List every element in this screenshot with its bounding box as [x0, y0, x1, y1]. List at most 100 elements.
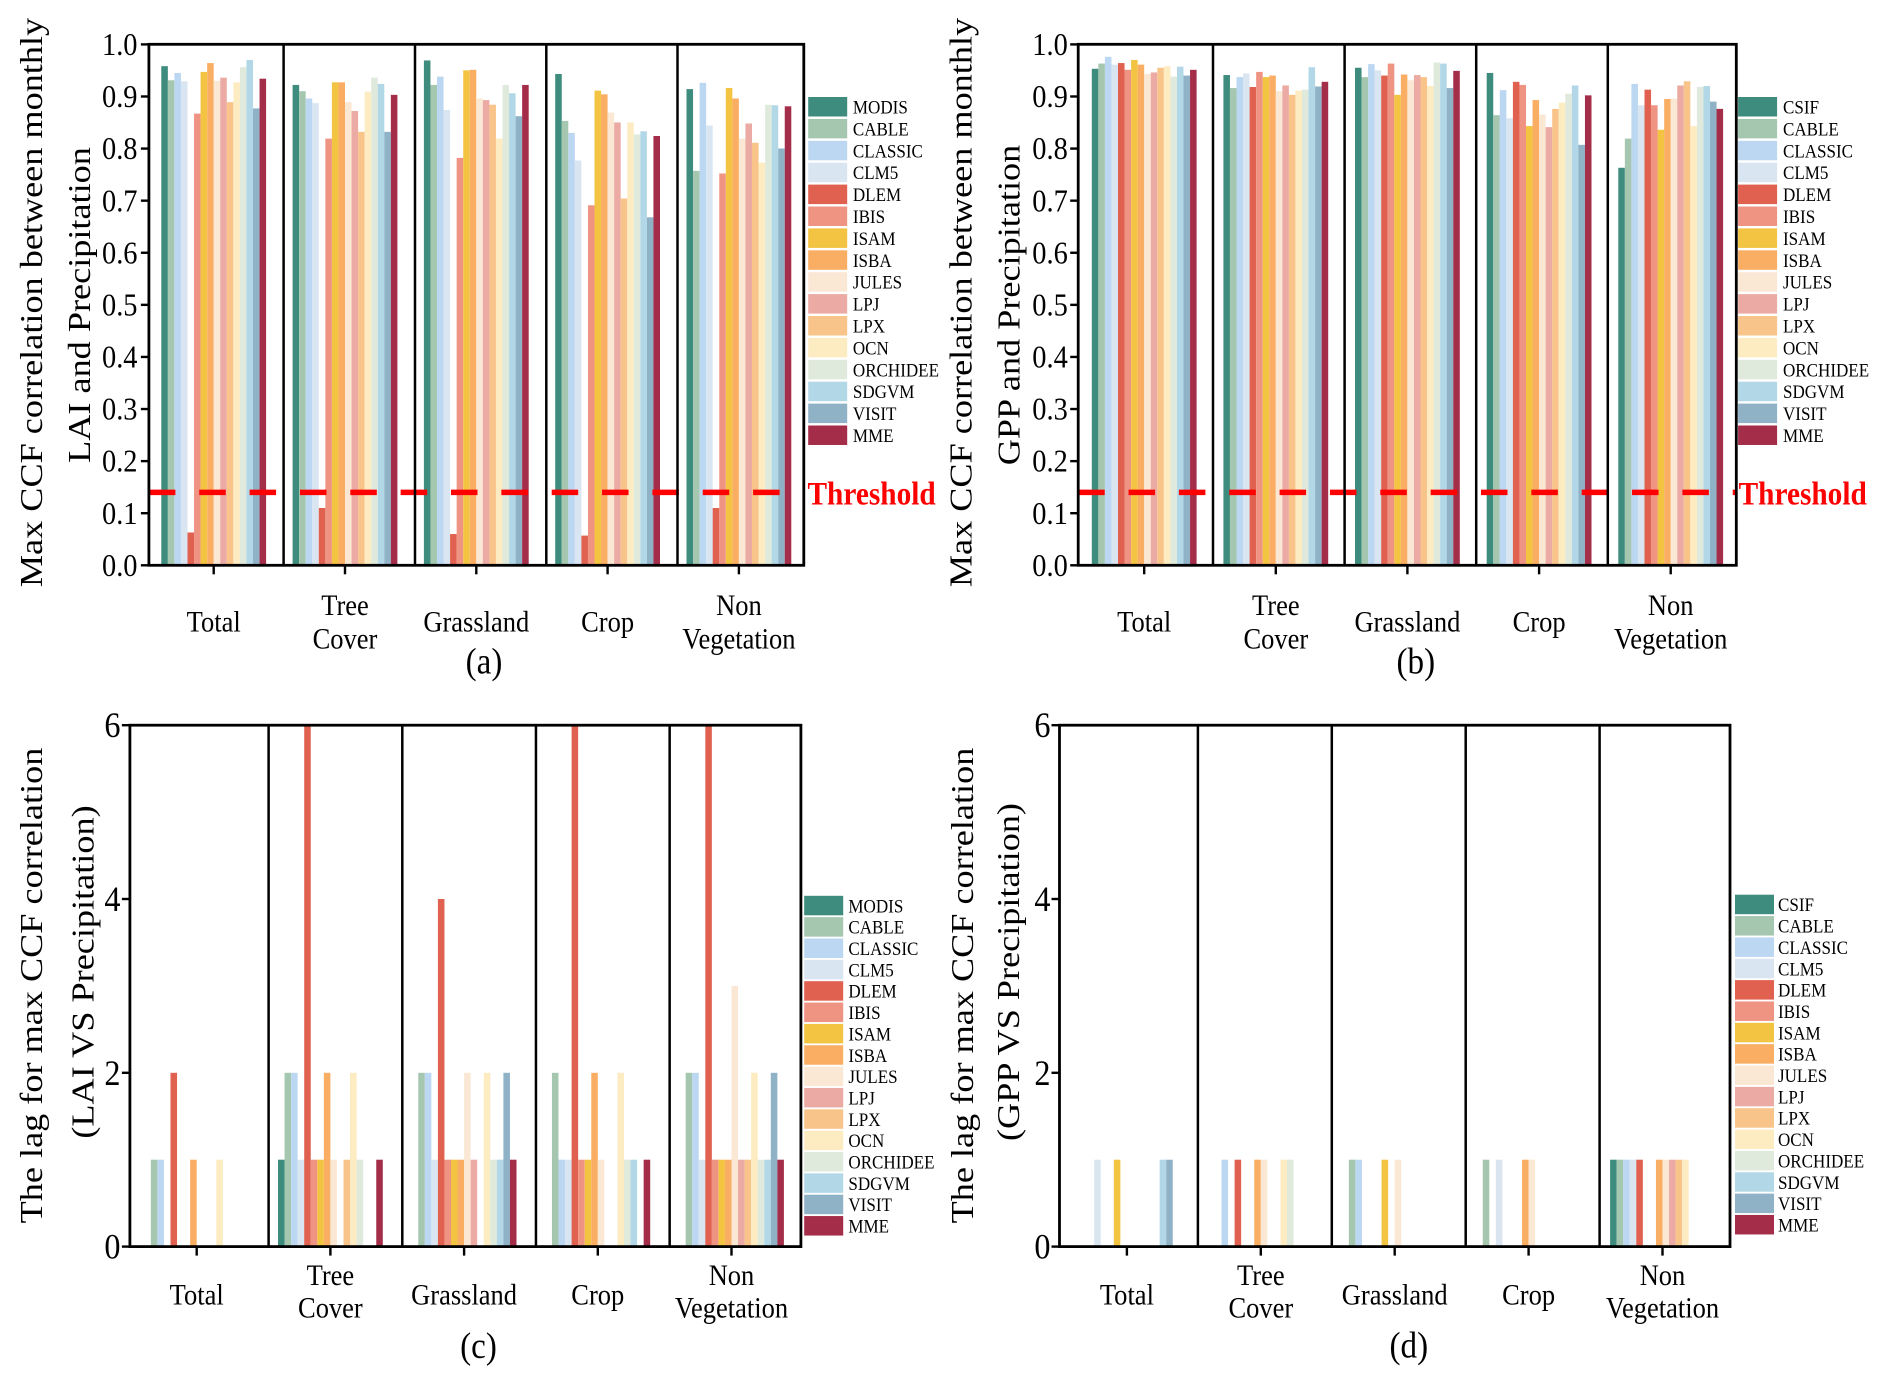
svg-text:0.1: 0.1 [1032, 496, 1068, 531]
svg-text:VISIT: VISIT [848, 1195, 892, 1216]
svg-text:SDGVM: SDGVM [1778, 1173, 1840, 1194]
svg-text:LAI and Precipitation: LAI and Precipitation [61, 147, 97, 463]
svg-text:ISBA: ISBA [1783, 251, 1822, 272]
svg-text:Threshold: Threshold [808, 476, 936, 512]
svg-text:0.7: 0.7 [102, 183, 138, 218]
svg-text:0.4: 0.4 [102, 340, 138, 375]
svg-text:DLEM: DLEM [848, 982, 896, 1003]
svg-text:OCN: OCN [1783, 338, 1819, 359]
svg-text:OCN: OCN [1778, 1130, 1814, 1151]
svg-text:Non: Non [1648, 589, 1694, 622]
svg-text:0.5: 0.5 [102, 287, 138, 322]
svg-text:CABLE: CABLE [848, 918, 904, 939]
svg-text:ISAM: ISAM [848, 1024, 891, 1045]
svg-text:CABLE: CABLE [853, 119, 909, 140]
svg-text:Tree: Tree [321, 589, 369, 622]
svg-text:0.2: 0.2 [1032, 444, 1068, 479]
svg-text:0.8: 0.8 [1032, 131, 1068, 166]
svg-text:MODIS: MODIS [853, 98, 908, 119]
svg-text:JULES: JULES [1778, 1066, 1827, 1087]
svg-text:MODIS: MODIS [848, 896, 903, 917]
svg-text:2: 2 [1034, 1053, 1050, 1093]
svg-text:LPX: LPX [1778, 1109, 1810, 1130]
svg-text:LPJ: LPJ [1778, 1087, 1805, 1108]
svg-text:0.9: 0.9 [102, 79, 138, 114]
svg-text:The lag for max CCF correlatio: The lag for max CCF correlation [13, 748, 49, 1224]
svg-text:Non: Non [1640, 1259, 1686, 1292]
svg-text:IBIS: IBIS [1783, 207, 1815, 228]
svg-text:Tree: Tree [1252, 589, 1300, 622]
svg-text:CABLE: CABLE [1778, 917, 1834, 938]
svg-text:Cover: Cover [313, 622, 378, 655]
svg-text:0.5: 0.5 [1032, 287, 1068, 322]
svg-text:ISBA: ISBA [848, 1046, 887, 1067]
svg-text:GPP and Precipitation: GPP and Precipitation [990, 145, 1026, 466]
svg-text:4: 4 [104, 879, 120, 919]
svg-text:CLASSIC: CLASSIC [1778, 938, 1848, 959]
svg-text:CLASSIC: CLASSIC [848, 939, 918, 960]
svg-text:0.2: 0.2 [102, 444, 138, 479]
svg-text:(LAI VS Precipitation): (LAI VS Precipitation) [65, 805, 101, 1138]
svg-text:Non: Non [716, 589, 762, 622]
svg-text:Grassland: Grassland [423, 606, 529, 639]
svg-text:ISAM: ISAM [1778, 1023, 1821, 1044]
svg-text:LPJ: LPJ [853, 295, 880, 316]
svg-text:The lag for max CCF correlatio: The lag for max CCF correlation [944, 748, 980, 1224]
svg-text:CSIF: CSIF [1778, 895, 1814, 916]
svg-text:0.7: 0.7 [1032, 183, 1068, 218]
svg-text:CSIF: CSIF [1783, 98, 1819, 119]
svg-text:JULES: JULES [848, 1067, 897, 1088]
svg-text:Tree: Tree [307, 1259, 355, 1292]
svg-text:Crop: Crop [571, 1279, 624, 1312]
svg-text:LPJ: LPJ [848, 1088, 875, 1109]
svg-text:CABLE: CABLE [1783, 119, 1839, 140]
svg-text:LPX: LPX [848, 1110, 880, 1131]
svg-text:IBIS: IBIS [1778, 1002, 1810, 1023]
svg-text:0.4: 0.4 [1032, 340, 1068, 375]
svg-text:DLEM: DLEM [853, 185, 901, 206]
svg-text:0.8: 0.8 [102, 131, 138, 166]
svg-text:OCN: OCN [848, 1131, 884, 1152]
svg-text:6: 6 [104, 705, 120, 745]
svg-text:CLM5: CLM5 [1783, 163, 1828, 184]
svg-text:CLM5: CLM5 [848, 960, 893, 981]
svg-text:Vegetation: Vegetation [675, 1292, 788, 1325]
svg-text:Cover: Cover [298, 1292, 363, 1325]
svg-text:Cover: Cover [1243, 622, 1308, 655]
svg-text:MME: MME [1778, 1215, 1819, 1236]
svg-text:VISIT: VISIT [853, 404, 897, 425]
svg-text:SDGVM: SDGVM [1783, 382, 1845, 403]
svg-text:Tree: Tree [1237, 1259, 1285, 1292]
svg-text:ORCHIDEE: ORCHIDEE [848, 1153, 934, 1174]
svg-text:0: 0 [104, 1227, 120, 1267]
svg-text:LPX: LPX [853, 317, 885, 338]
svg-text:SDGVM: SDGVM [848, 1174, 910, 1195]
svg-text:MME: MME [848, 1217, 889, 1238]
svg-text:Total: Total [170, 1279, 224, 1312]
svg-text:LPX: LPX [1783, 317, 1815, 338]
svg-text:VISIT: VISIT [1778, 1194, 1822, 1215]
svg-text:Grassland: Grassland [1354, 606, 1460, 639]
svg-text:ORCHIDEE: ORCHIDEE [1778, 1151, 1864, 1172]
svg-text:Crop: Crop [1513, 606, 1566, 639]
svg-text:0.1: 0.1 [102, 496, 138, 531]
svg-text:Total: Total [1117, 606, 1171, 639]
svg-text:ISAM: ISAM [853, 229, 896, 250]
svg-text:LPJ: LPJ [1783, 295, 1810, 316]
svg-text:0.0: 0.0 [102, 548, 138, 583]
svg-text:JULES: JULES [1783, 273, 1832, 294]
svg-text:JULES: JULES [853, 273, 902, 294]
svg-text:ISAM: ISAM [1783, 229, 1826, 250]
svg-text:0.3: 0.3 [102, 392, 138, 427]
svg-text:Max CCF correlation between mo: Max CCF correlation between monthly [942, 18, 978, 587]
svg-text:Vegetation: Vegetation [1606, 1292, 1719, 1325]
svg-text:CLM5: CLM5 [1778, 959, 1823, 980]
svg-text:Total: Total [187, 606, 241, 639]
svg-text:(c): (c) [460, 1326, 497, 1367]
svg-text:(b): (b) [1397, 641, 1436, 682]
svg-text:Non: Non [709, 1259, 755, 1292]
svg-text:0: 0 [1034, 1227, 1050, 1267]
svg-text:ISBA: ISBA [853, 251, 892, 272]
svg-text:DLEM: DLEM [1778, 981, 1826, 1002]
svg-text:Grassland: Grassland [411, 1279, 517, 1312]
